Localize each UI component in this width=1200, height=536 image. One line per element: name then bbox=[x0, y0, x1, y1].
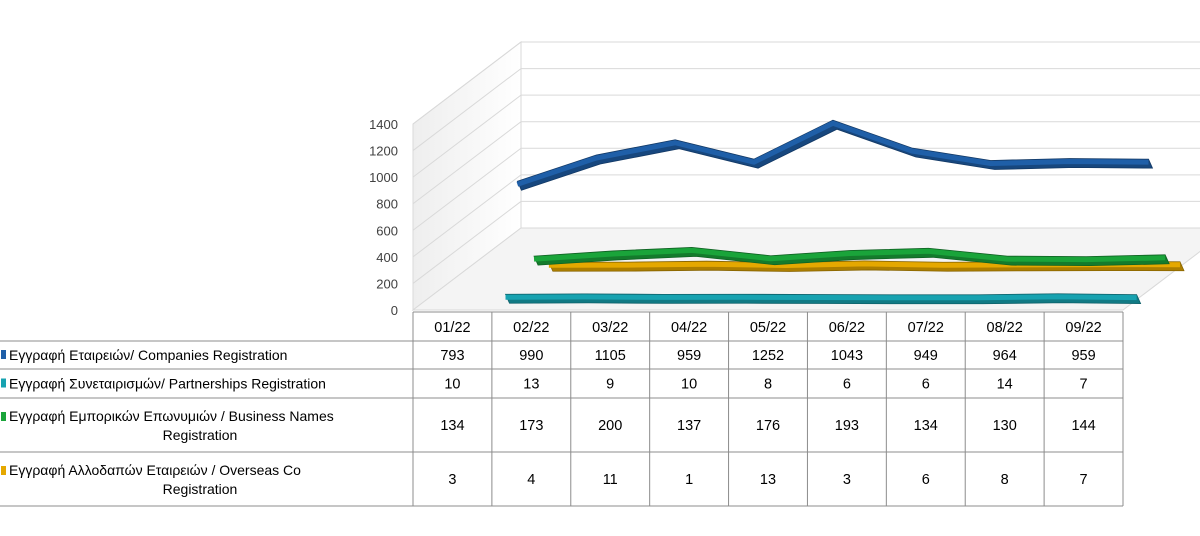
data-label: 130 bbox=[993, 418, 1017, 434]
series-label: Εγγραφή Εμπορικών Επωνυμιών / Business N… bbox=[9, 408, 334, 424]
data-label: 1043 bbox=[831, 348, 863, 364]
data-label: 13 bbox=[760, 472, 776, 488]
gridline bbox=[412, 174, 1200, 258]
gridline bbox=[412, 41, 1200, 125]
series-ribbons bbox=[504, 119, 1185, 305]
series-label: Εγγραφή Συνεταιρισμών/ Partnerships Regi… bbox=[9, 376, 326, 392]
series-label: Εγγραφή Αλλοδαπών Εταιρειών / Overseas C… bbox=[9, 462, 301, 478]
data-table: 01/22 02/22 03/22 04/22 05/22 06/22 07/22 08/22… bbox=[0, 311, 1124, 507]
y-tick-label: 1000 bbox=[369, 170, 398, 185]
data-label: 200 bbox=[598, 418, 622, 434]
data-label: 6 bbox=[843, 377, 851, 393]
y-tick-label: 1400 bbox=[369, 117, 398, 132]
y-tick-label: 200 bbox=[376, 276, 398, 291]
data-label: 6 bbox=[922, 377, 930, 393]
data-label: 13 bbox=[523, 377, 539, 393]
data-label: 964 bbox=[993, 348, 1017, 364]
data-label: 793 bbox=[440, 348, 464, 364]
series-label: Registration bbox=[163, 427, 238, 443]
y-tick-label: 800 bbox=[376, 197, 398, 212]
y-tick-label: 600 bbox=[376, 223, 398, 238]
column-header: 06/22 bbox=[829, 320, 865, 336]
data-label: 3 bbox=[448, 472, 456, 488]
column-header: 01/22 bbox=[434, 320, 470, 336]
column-header: 09/22 bbox=[1065, 320, 1101, 336]
gridline bbox=[412, 94, 1200, 178]
data-label: 10 bbox=[444, 377, 460, 393]
gridlines bbox=[412, 41, 1200, 284]
column-header: 07/22 bbox=[908, 320, 944, 336]
legend-key-3 bbox=[1, 412, 6, 421]
legend-key-4 bbox=[1, 466, 6, 475]
data-label: 144 bbox=[1071, 418, 1095, 434]
data-label: 4 bbox=[527, 472, 535, 488]
column-header: 02/22 bbox=[513, 320, 549, 336]
data-label: 959 bbox=[677, 348, 701, 364]
legend-key-1 bbox=[1, 350, 6, 359]
series-line-2 bbox=[505, 294, 1137, 301]
data-label: 193 bbox=[835, 418, 859, 434]
data-label: 11 bbox=[603, 472, 618, 488]
data-label: 949 bbox=[914, 348, 938, 364]
series-ribbon-1 bbox=[516, 119, 1154, 191]
data-label: 9 bbox=[606, 377, 614, 393]
data-label: 173 bbox=[519, 418, 543, 434]
column-header: 05/22 bbox=[750, 320, 786, 336]
data-label: 14 bbox=[997, 377, 1013, 393]
data-label: 1 bbox=[685, 472, 693, 488]
y-tick-label: 1200 bbox=[369, 144, 398, 159]
legend-key-2 bbox=[1, 378, 6, 388]
gridline bbox=[412, 147, 1200, 231]
data-label: 959 bbox=[1071, 348, 1095, 364]
series-label: Εγγραφή Εταιρειών/ Companies Registratio… bbox=[9, 347, 287, 363]
data-label: 134 bbox=[440, 418, 464, 434]
data-label: 990 bbox=[519, 348, 543, 364]
data-label: 7 bbox=[1080, 472, 1088, 488]
y-tick-label: 400 bbox=[376, 250, 398, 265]
column-header: 03/22 bbox=[592, 320, 628, 336]
data-label: 1252 bbox=[752, 348, 784, 364]
data-label: 176 bbox=[756, 418, 780, 434]
data-label: 6 bbox=[922, 472, 930, 488]
data-label: 1105 bbox=[595, 348, 626, 364]
gridline bbox=[412, 200, 1200, 284]
data-label: 7 bbox=[1080, 377, 1088, 393]
data-label: 8 bbox=[1001, 472, 1009, 488]
y-axis: 0 200 400 600 800 1000 1200 1400 bbox=[369, 117, 398, 318]
gridline bbox=[412, 121, 1200, 205]
series-label: Registration bbox=[163, 481, 238, 497]
data-label: 134 bbox=[914, 418, 938, 434]
gridline bbox=[412, 68, 1200, 151]
column-header: 04/22 bbox=[671, 320, 707, 336]
data-label: 137 bbox=[677, 418, 701, 434]
column-header: 08/22 bbox=[987, 320, 1023, 336]
data-label: 10 bbox=[681, 377, 697, 393]
data-label: 3 bbox=[843, 472, 851, 488]
y-tick-label: 0 bbox=[391, 303, 398, 318]
data-label: 8 bbox=[764, 377, 772, 393]
